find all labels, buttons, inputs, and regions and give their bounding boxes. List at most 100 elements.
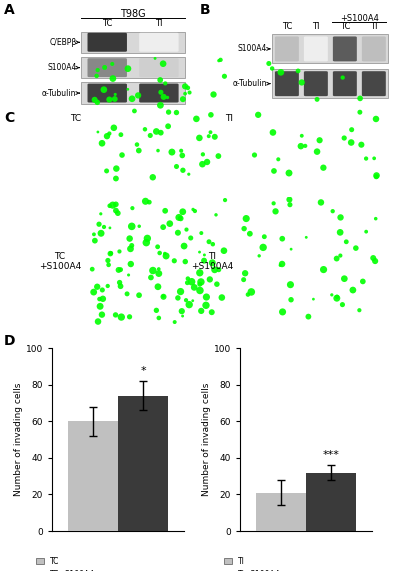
Point <box>209 258 216 267</box>
Point <box>158 128 164 137</box>
Point <box>278 68 284 77</box>
Point <box>303 233 310 242</box>
Text: TC
+S100A4: TC +S100A4 <box>39 252 81 271</box>
Point <box>203 292 210 301</box>
Point <box>98 229 104 238</box>
Point <box>116 247 123 256</box>
Point <box>279 259 285 268</box>
Legend: TI, TI+S100A4: TI, TI+S100A4 <box>224 557 280 571</box>
Point <box>215 151 222 160</box>
Point <box>188 277 195 286</box>
Point <box>203 301 209 310</box>
Point <box>152 54 158 63</box>
Point <box>176 213 182 222</box>
Point <box>160 59 166 69</box>
Point <box>160 292 166 301</box>
Point <box>95 317 101 326</box>
Point <box>219 293 225 302</box>
Point <box>178 307 185 316</box>
FancyBboxPatch shape <box>139 33 179 52</box>
Point <box>119 151 125 160</box>
Point <box>94 66 101 75</box>
Point <box>183 296 189 305</box>
Point <box>337 213 344 222</box>
Text: D: D <box>4 334 16 348</box>
Point <box>358 140 364 149</box>
Point <box>150 266 156 275</box>
Point <box>193 114 200 123</box>
FancyBboxPatch shape <box>139 83 179 103</box>
FancyBboxPatch shape <box>362 71 386 96</box>
Point <box>178 214 184 223</box>
Point <box>217 55 224 65</box>
Point <box>279 307 286 316</box>
Point <box>124 289 130 299</box>
Point <box>162 79 168 88</box>
Point <box>160 292 167 301</box>
Point <box>270 128 276 137</box>
Point <box>155 282 161 291</box>
Point <box>184 278 190 287</box>
Point <box>201 250 208 259</box>
Point <box>129 204 136 213</box>
FancyBboxPatch shape <box>275 71 299 96</box>
Point <box>208 308 215 317</box>
Point <box>196 247 203 256</box>
Point <box>127 244 134 254</box>
Point <box>165 107 172 116</box>
Text: TI: TI <box>312 22 320 31</box>
Point <box>286 195 292 204</box>
Bar <box>306 473 356 531</box>
Point <box>153 306 160 315</box>
Point <box>169 147 175 156</box>
Point <box>339 300 346 309</box>
Point <box>156 264 162 274</box>
Point <box>126 234 133 243</box>
Point <box>357 107 363 116</box>
Text: TC: TC <box>282 22 292 31</box>
Point <box>166 219 173 228</box>
Point <box>107 249 114 258</box>
Point <box>98 209 104 218</box>
FancyBboxPatch shape <box>362 37 386 62</box>
Point <box>251 150 258 159</box>
Text: ***: *** <box>322 450 340 460</box>
FancyBboxPatch shape <box>88 83 127 103</box>
Point <box>112 310 119 319</box>
FancyBboxPatch shape <box>304 71 328 96</box>
Point <box>143 238 150 247</box>
Point <box>110 200 116 210</box>
Point <box>115 266 122 275</box>
Text: α-Tubulin: α-Tubulin <box>232 79 267 88</box>
Point <box>210 90 217 99</box>
Point <box>214 280 220 289</box>
Point <box>190 296 196 305</box>
Point <box>92 236 98 245</box>
Point <box>206 237 212 246</box>
Point <box>91 230 97 239</box>
Point <box>111 123 117 132</box>
Point <box>247 229 253 238</box>
Point <box>260 243 266 252</box>
Text: T98G: T98G <box>120 9 146 19</box>
Point <box>182 89 188 98</box>
Point <box>99 310 105 319</box>
Point <box>212 132 218 142</box>
Point <box>99 139 105 148</box>
Point <box>341 134 347 143</box>
Point <box>142 124 148 134</box>
Text: TI
+S100A4: TI +S100A4 <box>191 252 233 271</box>
Point <box>182 82 188 91</box>
Point <box>343 237 350 246</box>
Point <box>266 59 272 68</box>
Point <box>180 95 186 104</box>
Point <box>104 166 110 175</box>
Point <box>210 240 216 249</box>
Point <box>156 313 162 323</box>
Point <box>129 94 135 103</box>
Point <box>116 278 123 287</box>
Point <box>221 246 227 255</box>
Point <box>334 293 340 303</box>
Point <box>320 163 326 172</box>
Point <box>256 251 262 260</box>
